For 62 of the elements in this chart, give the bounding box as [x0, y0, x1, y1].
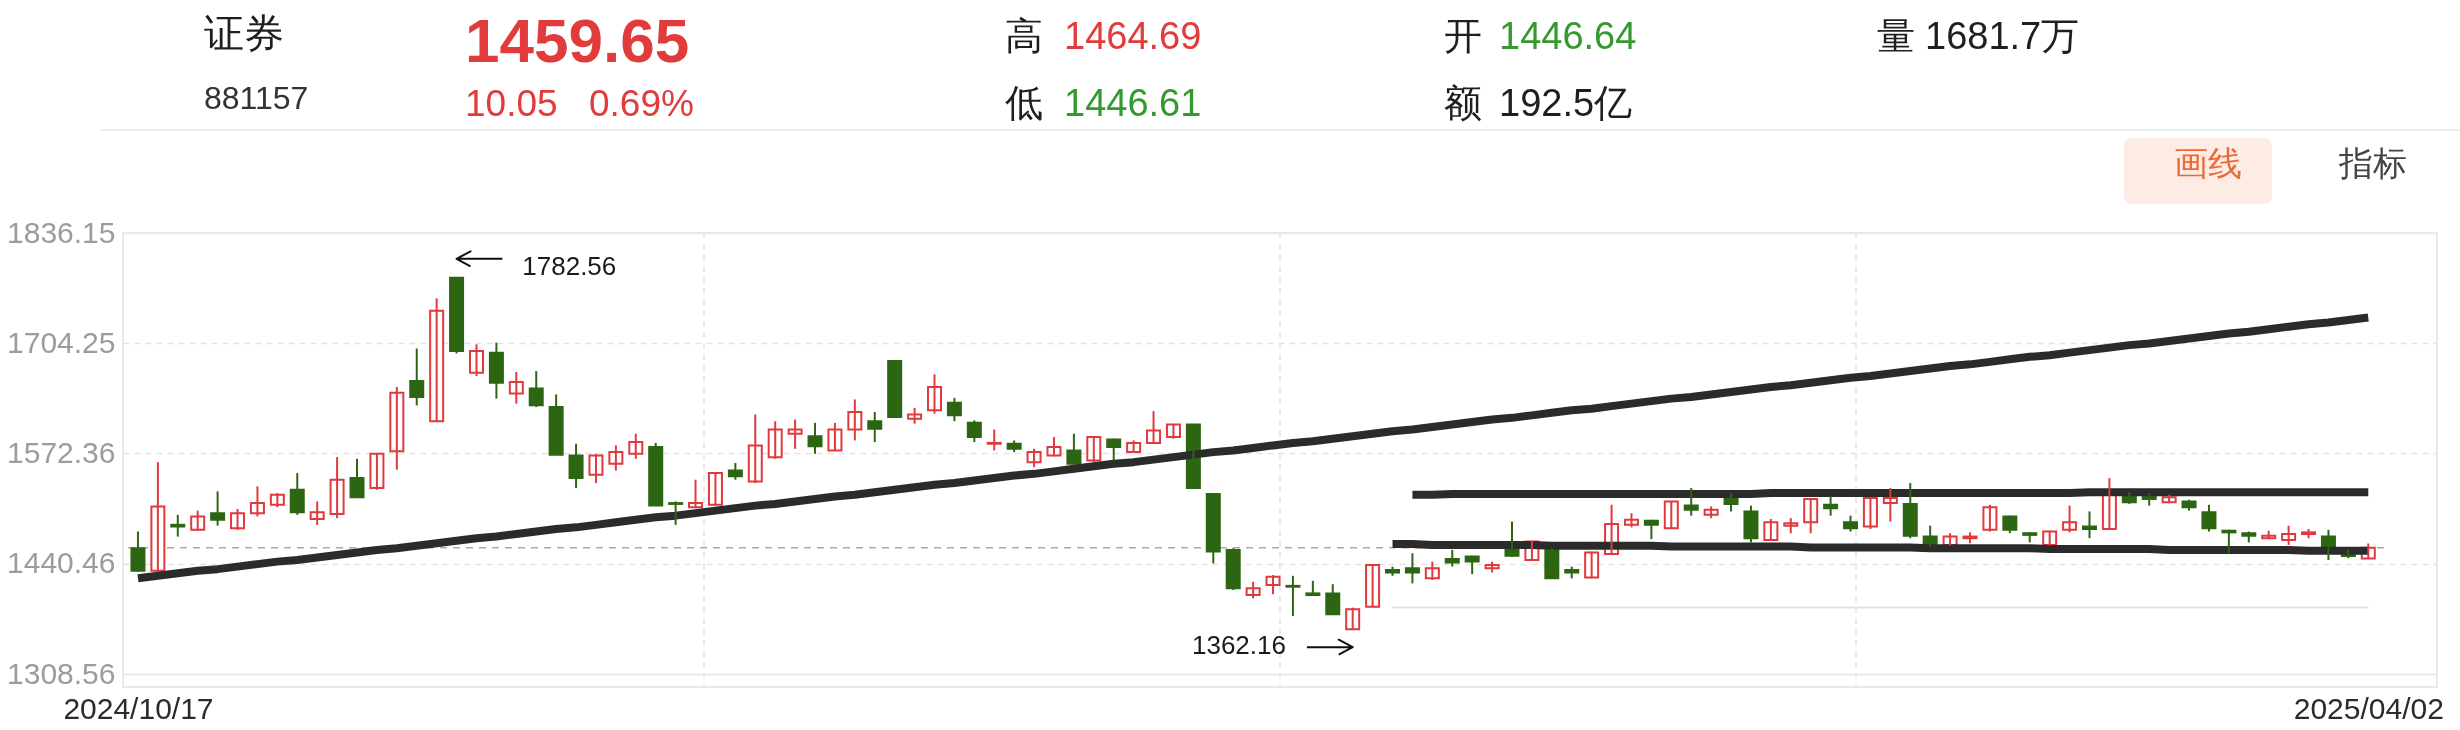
candlestick — [608, 444, 624, 472]
text: 0.69% — [589, 83, 694, 124]
candlestick — [1365, 563, 1381, 608]
candlestick — [2002, 514, 2018, 535]
candlestick — [1285, 574, 1301, 617]
y-tick-label: 1704.25 — [7, 325, 116, 359]
candlestick — [588, 452, 604, 485]
x-tick-label: 2024/10/17 — [63, 691, 214, 725]
chart-title: 证券 — [204, 11, 284, 55]
text: 1464.69 — [1064, 15, 1202, 57]
candlestick — [1146, 410, 1162, 445]
annotation: 1362.16 — [1191, 630, 1286, 661]
candlestick — [190, 509, 206, 532]
candlestick — [668, 500, 684, 526]
text: 1459.65 — [465, 6, 690, 75]
candlestick — [1763, 518, 1779, 542]
y-tick-label: 1572.36 — [7, 436, 116, 469]
candlestick — [1843, 514, 1859, 533]
candlestick — [2062, 504, 2078, 534]
candlestick — [1584, 550, 1600, 580]
candlestick — [986, 428, 1002, 452]
candlestick — [1305, 579, 1321, 597]
y-tick-label: 1440.46 — [7, 546, 116, 580]
text: 量 — [1877, 15, 1915, 57]
candlestick — [508, 370, 524, 405]
candlestick — [210, 490, 226, 527]
candlestick — [1783, 517, 1799, 535]
candlestick — [2022, 531, 2038, 544]
text: 10.05 — [465, 83, 558, 124]
text: 1446.64 — [1499, 15, 1637, 57]
y-tick-label: 1836.15 — [7, 215, 116, 249]
candlestick — [2301, 528, 2317, 540]
candlestick — [1185, 423, 1201, 490]
candlestick — [2181, 498, 2197, 512]
candlestick — [628, 432, 644, 460]
annotation: 1782.56 — [522, 250, 617, 281]
candlestick — [2161, 493, 2177, 505]
candlestick — [170, 513, 186, 538]
text: 额 — [1444, 82, 1482, 124]
x-tick-label: 2025/04/02 — [2293, 691, 2444, 725]
text: 1681.7万 — [1925, 15, 2080, 57]
candlestick — [1245, 580, 1261, 600]
candlestick — [847, 398, 863, 442]
candlestick — [1882, 487, 1898, 523]
candlestick — [2281, 524, 2297, 546]
text: 高 — [1005, 15, 1043, 57]
candlestick — [1703, 505, 1719, 520]
text: 低 — [1005, 82, 1043, 124]
candlestick — [867, 411, 883, 444]
text: 1446.61 — [1064, 82, 1202, 124]
candlestick — [1544, 547, 1560, 580]
candlestick — [1464, 554, 1480, 576]
y-tick-label: 1308.56 — [7, 656, 116, 690]
chart-subtitle: 881157 — [204, 80, 309, 116]
text: 指标 — [2338, 144, 2407, 182]
candlestick — [309, 500, 325, 526]
candlestick — [1623, 512, 1639, 529]
text: 画线 — [2174, 144, 2242, 182]
candlestick — [1006, 439, 1022, 454]
candlestick — [2241, 530, 2257, 544]
text: 192.5亿 — [1499, 82, 1633, 124]
text: 开 — [1444, 15, 1482, 57]
